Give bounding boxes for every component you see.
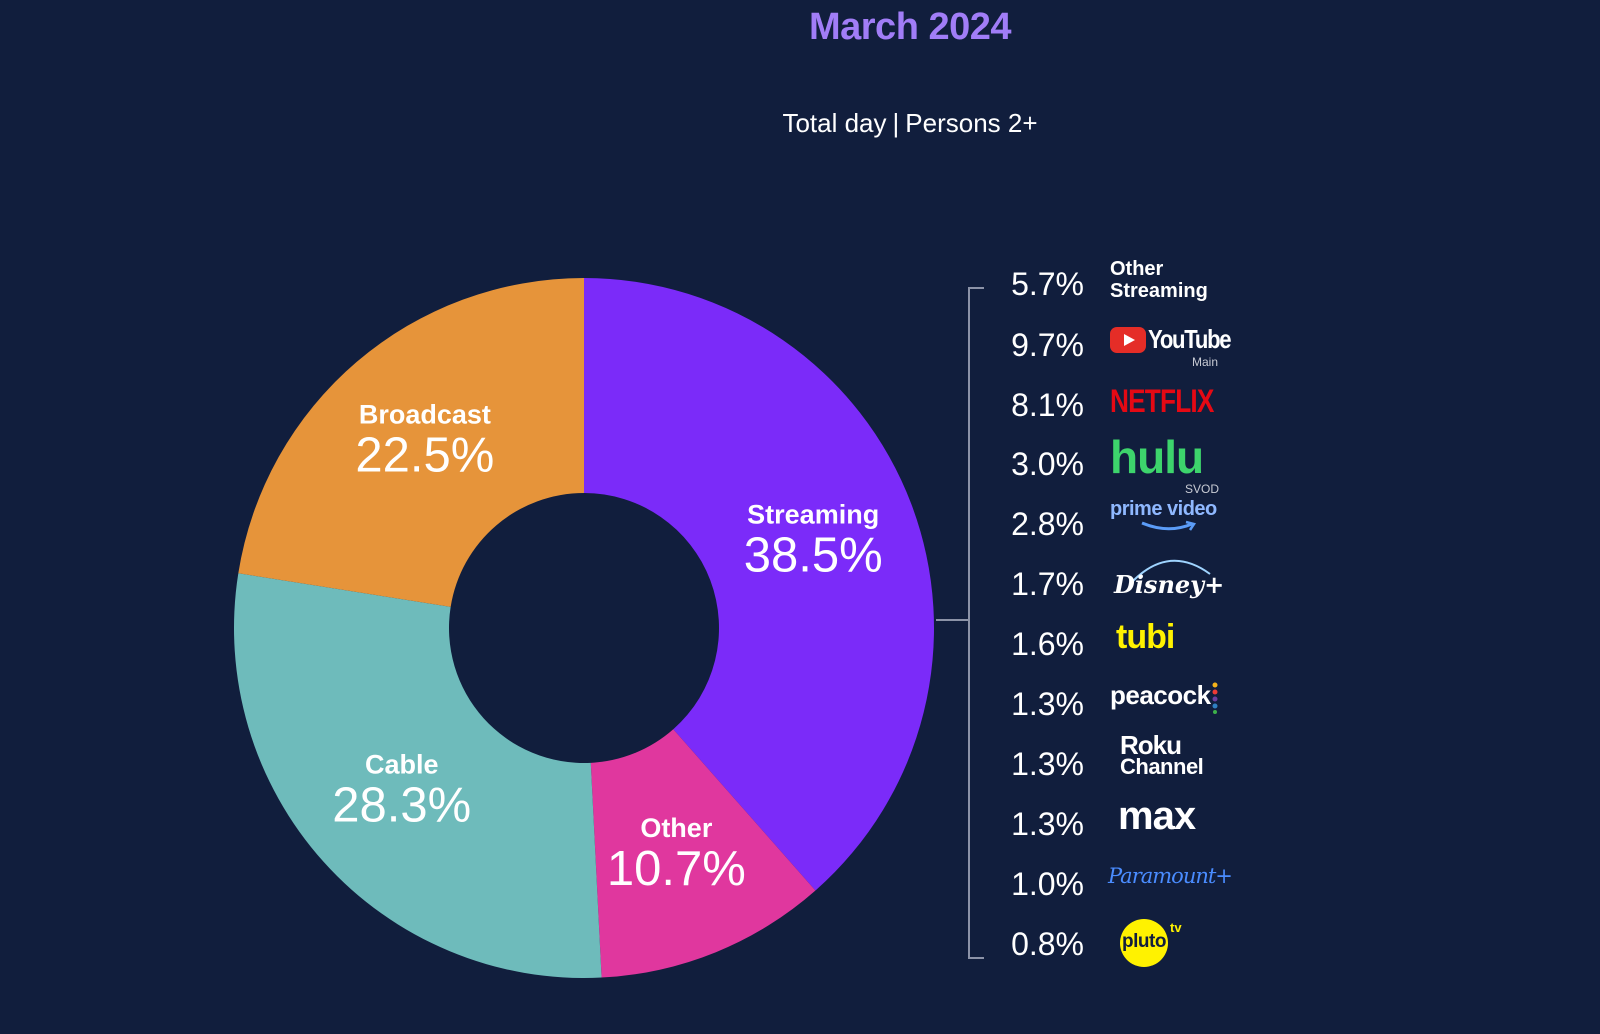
chart-title: March 2024: [808, 6, 1012, 48]
hulu-wordmark: hulu: [1110, 431, 1204, 483]
slice-streaming: [584, 278, 935, 891]
hulu-sub: SVOD: [1185, 482, 1220, 496]
prime-video-logo: prime video: [1110, 498, 1240, 548]
slice-name: Other: [640, 813, 713, 843]
subtitle-audience: Persons 2+: [905, 108, 1038, 138]
youtube-wordmark: YouTube: [1148, 324, 1232, 354]
chart-subtitle: Total day | Persons 2+: [0, 108, 1600, 139]
legend-value: 3.0%: [1011, 446, 1084, 482]
subtitle-separator: |: [892, 108, 900, 138]
tubi-logo: tubi: [1110, 618, 1240, 668]
pluto-wordmark: pluto: [1122, 931, 1166, 952]
legend-row-roku: 1.3% Roku Channel: [990, 732, 1280, 788]
legend-value: 5.7%: [1011, 266, 1084, 302]
tubi-wordmark: tubi: [1116, 618, 1175, 656]
roku-channel-logo: Roku Channel: [1110, 732, 1240, 788]
pluto-tv-sup: tv: [1170, 920, 1182, 935]
disney-arc-icon: [1131, 559, 1211, 583]
prime-video-wordmark: prime video: [1110, 498, 1217, 520]
bracket-top: [968, 287, 984, 289]
slice-other: [590, 729, 816, 978]
paramount-plus-logo: Paramount+: [1108, 858, 1240, 908]
disney-wordmark: Disney+: [1114, 570, 1225, 599]
other-streaming-label: Other Streaming: [1110, 258, 1240, 308]
legend-value: 2.8%: [1011, 506, 1084, 542]
youtube-logo: YouTube Main: [1110, 319, 1240, 369]
youtube-play-icon: [1110, 327, 1146, 353]
peacock-logo: peacock: [1110, 678, 1240, 728]
max-wordmark: max: [1118, 794, 1196, 838]
legend-row-netflix: 8.1% NETFLIX: [990, 379, 1280, 429]
bracket-line: [968, 287, 970, 959]
legend-value: 1.3%: [1011, 746, 1084, 782]
legend-row-hulu: 3.0% hulu SVOD: [990, 431, 1280, 496]
legend-value: 0.8%: [1011, 926, 1084, 962]
slice-name: Broadcast: [359, 400, 491, 430]
slice-name: Streaming: [747, 499, 879, 529]
roku-line1: Roku: [1120, 730, 1182, 760]
peacock-dots-icon: [1212, 682, 1218, 714]
disney-plus-logo: Disney+: [1110, 558, 1240, 608]
slice-value: 10.7%: [607, 842, 746, 896]
legend-row-peacock: 1.3% peacock: [990, 678, 1280, 728]
peacock-wordmark: peacock: [1110, 680, 1211, 710]
slice-broadcast: [238, 278, 584, 607]
slice-name: Cable: [365, 750, 439, 780]
legend-value: 1.7%: [1011, 566, 1084, 602]
youtube-sub: Main: [1192, 355, 1219, 369]
legend-value: 1.3%: [1011, 806, 1084, 842]
slice-cable: [234, 573, 602, 978]
legend-row-other-streaming: 5.7% Other Streaming: [990, 258, 1280, 308]
netflix-wordmark: NETFLIX: [1110, 383, 1214, 419]
legend-row-youtube: 9.7% YouTube Main: [990, 319, 1280, 369]
legend-value: 1.6%: [1011, 626, 1084, 662]
legend-row-disney: 1.7% Disney+: [990, 558, 1280, 608]
legend-row-paramount: 1.0% Paramount+: [990, 858, 1280, 908]
legend-value: 1.0%: [1011, 866, 1084, 902]
paramount-wordmark: Paramount+: [1108, 864, 1233, 888]
legend-row-tubi: 1.6% tubi: [990, 618, 1280, 668]
legend-value: 1.3%: [1011, 686, 1084, 722]
hulu-logo: hulu SVOD: [1110, 431, 1240, 496]
max-logo: max: [1110, 794, 1240, 848]
legend-value: 8.1%: [1011, 387, 1084, 423]
legend-row-pluto: 0.8% pluto tv: [990, 918, 1280, 968]
slice-value: 28.3%: [332, 779, 471, 833]
legend-value: 9.7%: [1011, 327, 1084, 363]
netflix-logo: NETFLIX: [1110, 379, 1240, 429]
legend-row-prime: 2.8% prime video: [990, 498, 1280, 548]
bracket-bottom: [968, 957, 984, 959]
slice-value: 38.5%: [744, 528, 883, 582]
subtitle-daypart: Total day: [782, 108, 887, 138]
bracket-connector: [936, 619, 969, 621]
other-streaming-line1: Other: [1110, 258, 1164, 280]
other-streaming-line2: Streaming: [1110, 280, 1208, 302]
legend-row-max: 1.3% max: [990, 794, 1280, 848]
amazon-smile-icon: [1141, 520, 1197, 531]
pluto-circle-icon: [1120, 919, 1168, 967]
pluto-tv-logo: pluto tv: [1110, 918, 1240, 968]
roku-line2: Channel: [1120, 754, 1204, 779]
slice-value: 22.5%: [355, 429, 494, 483]
